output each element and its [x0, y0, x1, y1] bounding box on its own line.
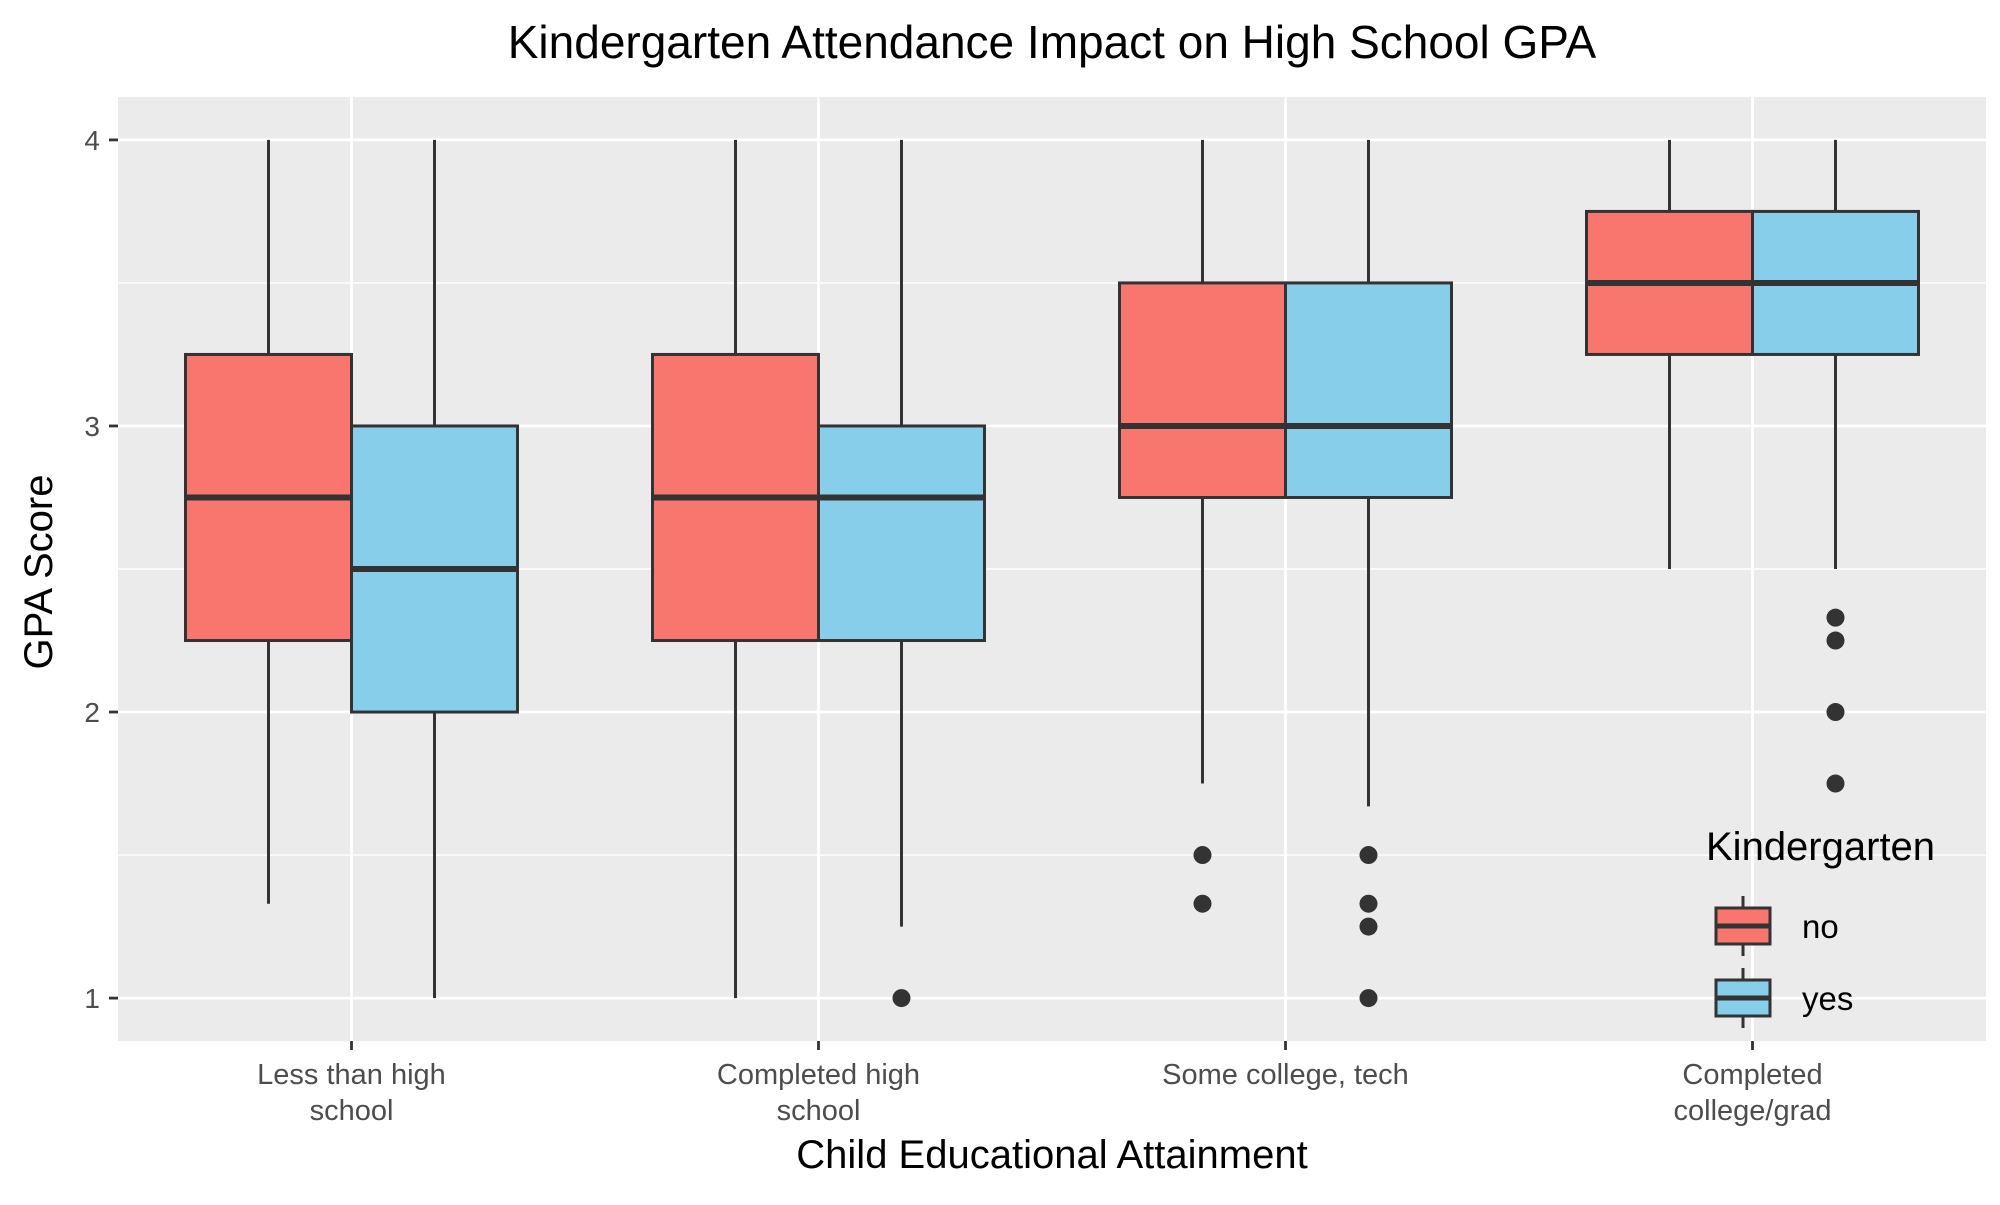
x-axis-tick-label-line: Less than high [257, 1059, 446, 1091]
outlier-point [1193, 894, 1212, 913]
box-iqr [817, 424, 986, 643]
x-axis-tick-label: Less than high school [257, 1059, 446, 1127]
legend-title: Kindergarten [1706, 825, 1935, 869]
x-axis-tick-label-line: Completed high [717, 1059, 920, 1091]
box-no-2 [1118, 139, 1287, 913]
x-axis-tick-label-line: Some college, tech [1162, 1059, 1409, 1091]
chart-title: Kindergarten Attendance Impact on High S… [508, 16, 1597, 68]
outlier-point [1826, 608, 1845, 627]
outlier-point [1359, 989, 1378, 1008]
y-axis-tick-label: 1 [84, 983, 100, 1014]
outlier-point [1359, 846, 1378, 865]
legend-item-no: no [1714, 896, 1839, 956]
x-axis-tick-label: Completed college/grad [1674, 1059, 1832, 1127]
x-axis-tick-label: Completed high school [717, 1059, 920, 1127]
outlier-point [1193, 846, 1212, 865]
legend-item-yes: yes [1714, 968, 1853, 1028]
x-axis-tick-label-line: college/grad [1674, 1095, 1832, 1127]
box-yes-3 [1751, 139, 1920, 793]
outlier-point [1359, 917, 1378, 936]
y-axis-tick-label: 4 [84, 125, 100, 156]
x-axis-tick-label-line: Completed [1682, 1059, 1822, 1091]
y-axis-title: GPA Score [17, 475, 61, 670]
box-yes-0 [350, 139, 519, 999]
outlier-point [1826, 703, 1845, 722]
outlier-point [1826, 774, 1845, 793]
box-yes-1 [817, 139, 986, 1008]
y-axis-tick-label: 2 [84, 697, 100, 728]
legend-label: yes [1802, 980, 1853, 1017]
box-iqr [1118, 281, 1287, 499]
outlier-point [1359, 894, 1378, 913]
x-axis-tick-label-line: school [310, 1095, 394, 1127]
box-no-0 [184, 139, 353, 904]
outlier-point [1826, 631, 1845, 650]
box-iqr [1284, 281, 1453, 499]
box-yes-2 [1284, 139, 1453, 1008]
box-no-1 [651, 139, 820, 999]
x-axis-tick-label-line: school [777, 1095, 861, 1127]
x-axis-title: Child Educational Attainment [796, 1133, 1307, 1177]
outlier-point [892, 989, 911, 1008]
legend-label: no [1802, 908, 1839, 945]
legend: Kindergarten no yes [1706, 825, 1935, 1028]
x-axis-tick-label: Some college, tech [1162, 1059, 1409, 1091]
y-axis-tick-label: 3 [84, 411, 100, 442]
